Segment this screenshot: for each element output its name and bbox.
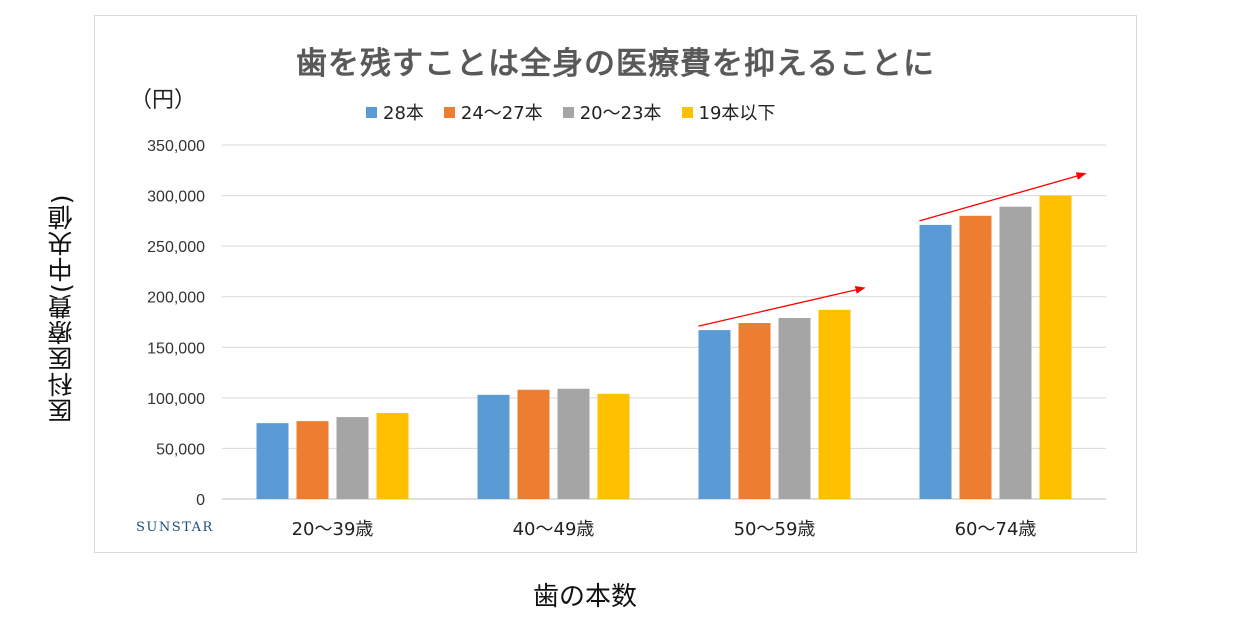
legend-label-20-23: 20〜23本	[579, 103, 662, 124]
legend-swatch-19-under	[681, 106, 693, 118]
bar	[818, 309, 851, 499]
gridlines	[222, 144, 1106, 500]
chart-frame	[94, 15, 1137, 553]
legend: 28本 24〜27本 20〜23本 19本以下	[366, 99, 775, 125]
bars	[256, 195, 1072, 500]
bar	[296, 421, 329, 499]
bar	[517, 389, 550, 499]
y-tick-label: 250,000	[147, 239, 205, 256]
y-tick-label: 300,000	[147, 189, 205, 206]
y-tick-label: 50,000	[156, 441, 205, 458]
y-tick-labels: 0 50,000 100,000 150,000 200,000 250,000 300,0…	[147, 138, 205, 509]
bar	[778, 317, 811, 499]
legend-item-20-23: 20〜23本	[562, 99, 662, 125]
trend-arrow	[919, 172, 1087, 222]
category-label: 60〜74歳	[955, 519, 1037, 540]
legend-swatch-24-27	[443, 106, 455, 118]
legend-label-24-27: 24〜27本	[460, 103, 543, 124]
bar	[477, 394, 510, 499]
legend-swatch-20-23	[562, 106, 574, 118]
y-tick-label: 150,000	[147, 340, 205, 357]
bar	[1039, 195, 1072, 500]
bar	[959, 215, 992, 500]
legend-item-28: 28本	[366, 99, 424, 125]
bar	[919, 224, 952, 499]
category-label: 50〜59歳	[734, 519, 816, 540]
unit-label: （円）	[130, 88, 197, 113]
bar	[256, 423, 289, 499]
y-tick-label: 350,000	[147, 138, 205, 155]
trend-arrow	[698, 285, 866, 327]
bar	[597, 393, 630, 499]
chart-title: 歯を残すことは全身の医療費を抑えることに	[295, 46, 936, 82]
category-labels: 20〜39歳 40〜49歳 50〜59歳 60〜74歳	[292, 519, 1037, 540]
y-tick-label: 200,000	[147, 290, 205, 307]
category-label: 40〜49歳	[513, 519, 595, 540]
legend-label-28: 28本	[383, 103, 424, 124]
bar	[698, 330, 731, 499]
y-tick-label: 100,000	[147, 391, 205, 408]
y-tick-label: 0	[196, 492, 205, 509]
legend-swatch-28	[366, 106, 377, 118]
bar	[336, 417, 369, 499]
category-label: 20〜39歳	[292, 519, 374, 540]
bar	[999, 206, 1032, 499]
bar	[557, 388, 590, 499]
bar	[738, 323, 771, 499]
trend-arrows	[698, 172, 1087, 327]
x-axis-label: 歯の本数	[532, 582, 637, 612]
legend-label-19-under: 19本以下	[698, 103, 776, 124]
legend-item-19-under: 19本以下	[681, 99, 776, 125]
legend-item-24-27: 24〜27本	[443, 99, 543, 125]
sunstar-logo: SUNSTAR	[136, 520, 214, 535]
bar	[376, 413, 409, 499]
